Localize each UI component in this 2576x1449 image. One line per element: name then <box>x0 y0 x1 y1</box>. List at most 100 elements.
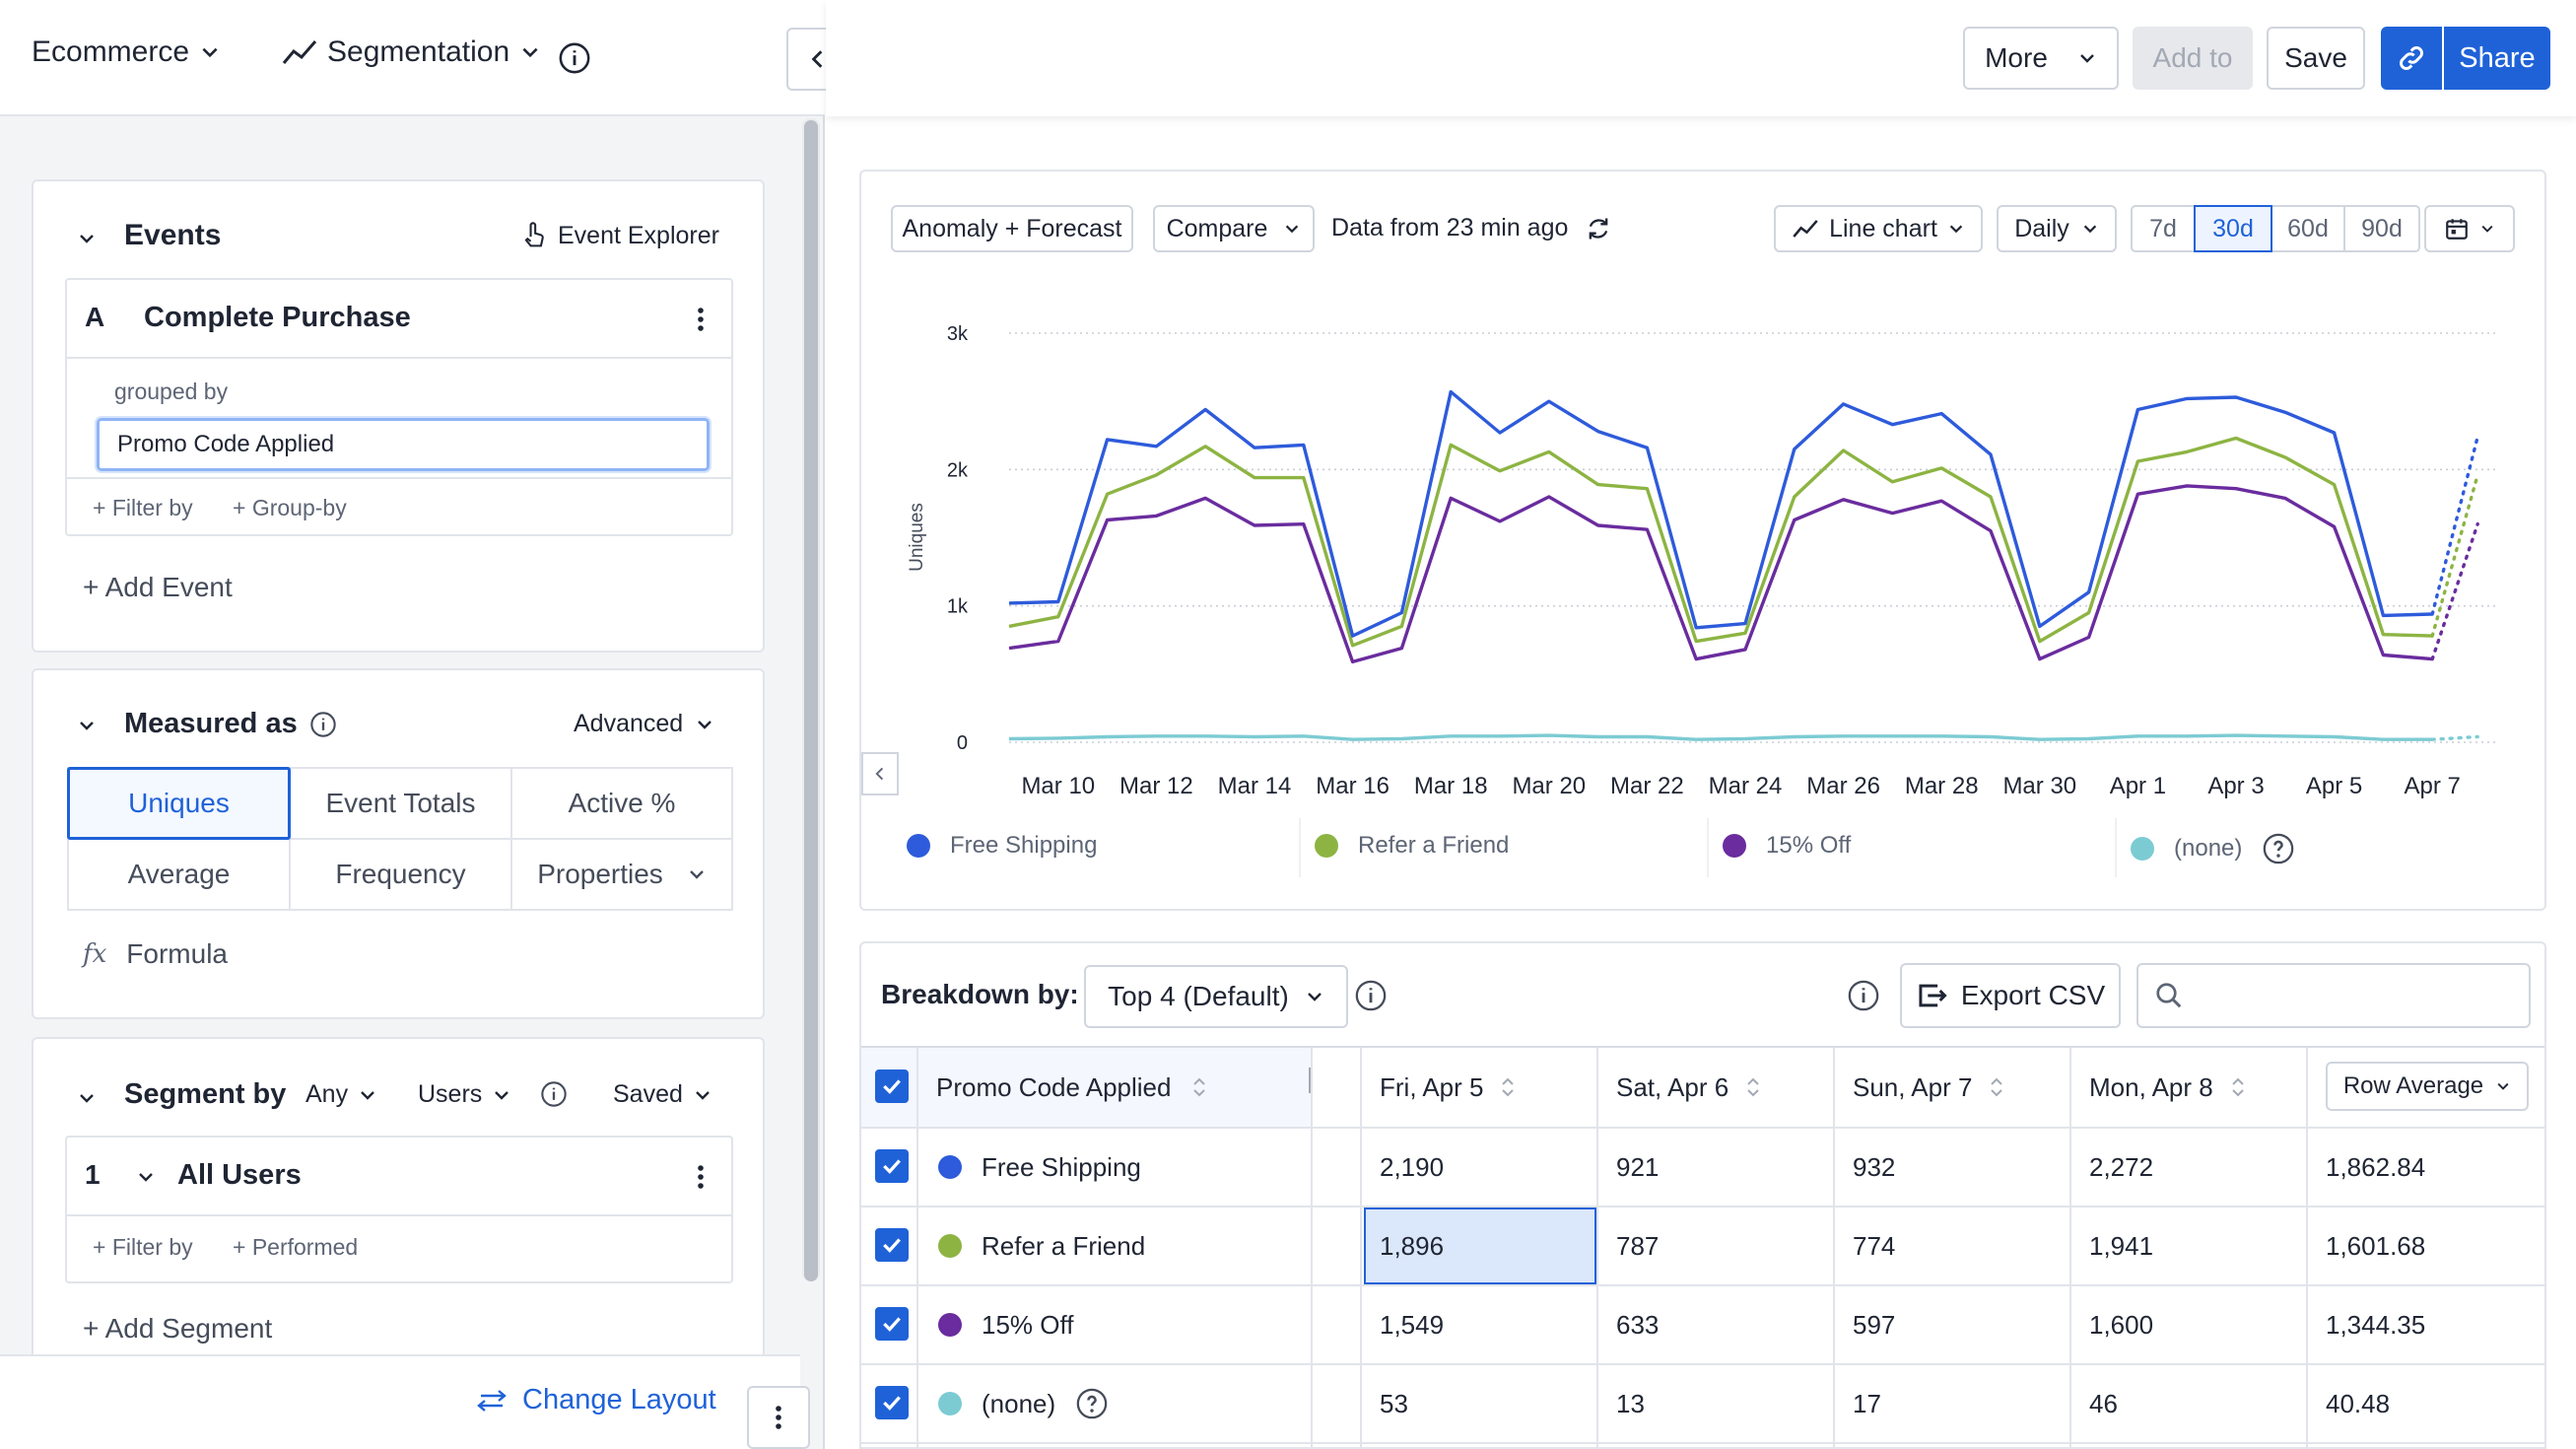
performed-link[interactable]: + Performed <box>233 1234 359 1260</box>
grouped-by-field[interactable]: Promo Code Applied <box>97 418 710 471</box>
row-checkbox[interactable] <box>875 1386 909 1419</box>
row-checkbox[interactable] <box>875 1228 909 1262</box>
add-to-button[interactable]: Add to <box>2133 27 2253 90</box>
info-icon[interactable] <box>1354 979 1388 1012</box>
save-button[interactable]: Save <box>2267 27 2365 90</box>
table-cell[interactable]: 1,941 <box>2089 1230 2154 1261</box>
help-icon[interactable] <box>1075 1387 1109 1420</box>
legend-item-refer-a-friend[interactable]: Refer a Friend <box>1315 832 1509 860</box>
table-cell[interactable]: 17 <box>1853 1388 1881 1418</box>
row-checkbox[interactable] <box>875 1149 909 1183</box>
change-layout-button[interactable]: Change Layout <box>475 1384 716 1416</box>
option-average[interactable]: Average <box>69 840 289 909</box>
legend-item-free-shipping[interactable]: Free Shipping <box>907 832 1097 860</box>
info-icon[interactable] <box>1847 979 1880 1012</box>
export-csv-button[interactable]: Export CSV <box>1900 963 2121 1028</box>
add-event-link[interactable]: + Add Event <box>83 572 233 602</box>
chevron-down-icon[interactable] <box>136 1167 156 1187</box>
table-cell[interactable]: 932 <box>1853 1151 1896 1182</box>
saved-dropdown[interactable]: Saved <box>613 1080 712 1109</box>
divider <box>861 1046 2544 1048</box>
interval-dropdown[interactable]: Daily <box>1997 205 2117 252</box>
more-vertical-icon[interactable] <box>696 1163 706 1191</box>
events-title: Events <box>124 219 222 251</box>
collapse-chevron-icon[interactable] <box>77 229 97 248</box>
help-icon[interactable] <box>2262 832 2295 865</box>
breakdown-dropdown[interactable]: Top 4 (Default) <box>1084 965 1348 1028</box>
table-cell[interactable]: 13 <box>1616 1388 1645 1418</box>
row-average-dropdown[interactable]: Row Average <box>2326 1062 2529 1111</box>
option-uniques[interactable]: Uniques <box>67 767 291 840</box>
table-cell[interactable]: 787 <box>1616 1230 1660 1261</box>
table-cell[interactable]: 1,896 <box>1380 1230 1445 1261</box>
table-cell[interactable]: 46 <box>2089 1388 2118 1418</box>
option-active-pct[interactable]: Active % <box>512 769 731 838</box>
table-cell[interactable]: 774 <box>1853 1230 1896 1261</box>
table-cell[interactable]: 2,272 <box>2089 1151 2154 1182</box>
formula-link[interactable]: fx Formula <box>83 938 228 970</box>
table-cell[interactable]: 40.48 <box>2326 1388 2391 1418</box>
add-segment-link[interactable]: + Add Segment <box>83 1313 273 1344</box>
scrollbar-track[interactable] <box>802 118 820 1281</box>
any-dropdown[interactable]: Any <box>305 1080 377 1109</box>
table-cell[interactable]: 1,600 <box>2089 1309 2154 1340</box>
users-dropdown[interactable]: Users <box>418 1080 511 1109</box>
more-vertical-icon[interactable] <box>696 306 706 333</box>
range-30d[interactable]: 30d <box>2194 205 2272 252</box>
table-cell[interactable]: 1,862.84 <box>2326 1151 2426 1182</box>
event-name[interactable]: Complete Purchase <box>144 302 411 333</box>
option-event-totals[interactable]: Event Totals <box>291 769 510 838</box>
table-cell[interactable]: 1,344.35 <box>2326 1309 2426 1340</box>
info-icon[interactable] <box>558 41 591 75</box>
select-all-checkbox[interactable] <box>875 1070 909 1103</box>
advanced-dropdown[interactable]: Advanced <box>574 710 714 738</box>
column-header-promo[interactable]: Promo Code Applied <box>936 1048 1206 1127</box>
scrollbar-thumb[interactable] <box>804 120 818 1281</box>
table-cell[interactable]: 1,549 <box>1380 1309 1445 1340</box>
table-cell[interactable]: 53 <box>1380 1388 1408 1418</box>
collapse-chevron-icon[interactable] <box>77 1088 97 1108</box>
chart-type-selector[interactable]: Segmentation <box>282 35 541 69</box>
column-header-mon-apr-8[interactable]: Mon, Apr 8 <box>2089 1048 2245 1127</box>
line-chart[interactable]: 0 1k 2k 3k Uniques Mar 10 Mar 12 Mar 14 Mar 16 Ma… <box>861 286 2517 818</box>
more-options-button[interactable] <box>747 1386 810 1449</box>
group-by-link[interactable]: + Group-by <box>233 495 347 520</box>
option-label: Average <box>127 859 231 889</box>
row-checkbox[interactable] <box>875 1307 909 1341</box>
segment-row[interactable] <box>67 1138 731 1216</box>
share-button[interactable]: Share <box>2444 27 2550 90</box>
table-cell[interactable]: 1,601.68 <box>2326 1230 2426 1261</box>
range-90d[interactable]: 90d <box>2343 205 2420 252</box>
table-search-input[interactable] <box>2136 963 2531 1028</box>
segment-name[interactable]: All Users <box>177 1159 302 1191</box>
column-header-fri-apr-5[interactable]: Fri, Apr 5 <box>1380 1048 1515 1127</box>
table-cell[interactable]: 921 <box>1616 1151 1660 1182</box>
anomaly-forecast-button[interactable]: Anomaly + Forecast <box>891 205 1133 252</box>
filter-by-link[interactable]: + Filter by <box>93 495 193 520</box>
refresh-icon[interactable] <box>1585 215 1612 242</box>
info-icon[interactable] <box>309 711 337 738</box>
option-frequency[interactable]: Frequency <box>291 840 510 909</box>
option-properties[interactable]: Properties <box>512 840 731 909</box>
range-60d[interactable]: 60d <box>2271 205 2345 252</box>
legend-item-15-off[interactable]: 15% Off <box>1723 832 1851 860</box>
chart-scroll-left-button[interactable] <box>861 752 899 795</box>
event-explorer-link[interactable]: Event Explorer <box>520 221 719 250</box>
chart-kind-dropdown[interactable]: Line chart <box>1774 205 1983 252</box>
info-icon[interactable] <box>540 1080 568 1108</box>
column-header-sat-apr-6[interactable]: Sat, Apr 6 <box>1616 1048 1760 1127</box>
copy-link-button[interactable] <box>2381 27 2442 90</box>
event-row[interactable] <box>67 280 731 359</box>
table-cell[interactable]: 597 <box>1853 1309 1896 1340</box>
more-dropdown[interactable]: More <box>1963 27 2119 90</box>
legend-item-none[interactable]: (none) <box>2131 832 2295 865</box>
collapse-chevron-icon[interactable] <box>77 716 97 735</box>
date-picker-button[interactable] <box>2424 205 2515 252</box>
compare-dropdown[interactable]: Compare <box>1153 205 1315 252</box>
table-cell[interactable]: 633 <box>1616 1309 1660 1340</box>
segment-filter-link[interactable]: + Filter by <box>93 1234 193 1260</box>
column-header-sun-apr-7[interactable]: Sun, Apr 7 <box>1853 1048 2003 1127</box>
project-selector[interactable]: Ecommerce <box>32 35 221 69</box>
range-7d[interactable]: 7d <box>2131 205 2196 252</box>
table-cell[interactable]: 2,190 <box>1380 1151 1445 1182</box>
